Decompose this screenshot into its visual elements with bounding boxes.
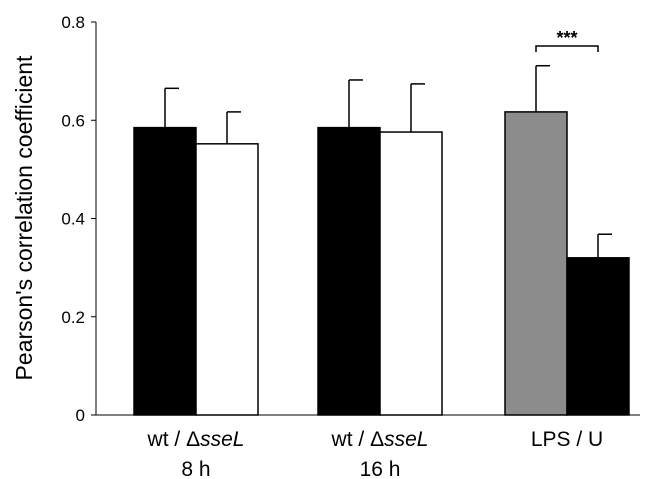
y-tick-label: 0.2 — [61, 308, 85, 327]
y-tick-label: 0.6 — [61, 111, 85, 130]
bar — [379, 131, 443, 416]
y-tick-label: 0.8 — [61, 13, 85, 32]
category-label: wt / ΔsseL — [147, 428, 245, 451]
error-bars — [164, 64, 612, 258]
significance-bracket — [535, 45, 599, 52]
category-label-part: Δ — [186, 428, 200, 451]
bar — [133, 126, 197, 416]
significance-label: *** — [556, 28, 577, 48]
category-label-part: wt / — [331, 428, 371, 451]
category-label-part: LPS / U — [531, 428, 603, 451]
category-label-part: sseL — [200, 428, 244, 451]
category-label-part: sseL — [384, 428, 428, 451]
category-label: wt / ΔsseL — [331, 428, 429, 451]
category-sublabel: 8 h — [181, 458, 210, 479]
category-label-part: wt / — [147, 428, 187, 451]
bar — [195, 143, 259, 416]
bar — [317, 126, 381, 416]
bar — [504, 111, 568, 416]
bars — [133, 111, 630, 416]
y-tick-label: 0.4 — [61, 210, 85, 229]
annotations: *** — [535, 28, 599, 52]
y-tick-label: 0 — [76, 406, 85, 425]
category-label: LPS / U — [531, 428, 603, 451]
y-axis-title: Pearson's correlation coefficient — [11, 55, 37, 380]
category-labels: wt / ΔsseL 8 h wt / ΔsseL 16 h LPS / U — [147, 428, 604, 479]
category-label-part: Δ — [370, 428, 384, 451]
bar — [566, 257, 630, 416]
category-sublabel: 16 h — [360, 458, 401, 479]
